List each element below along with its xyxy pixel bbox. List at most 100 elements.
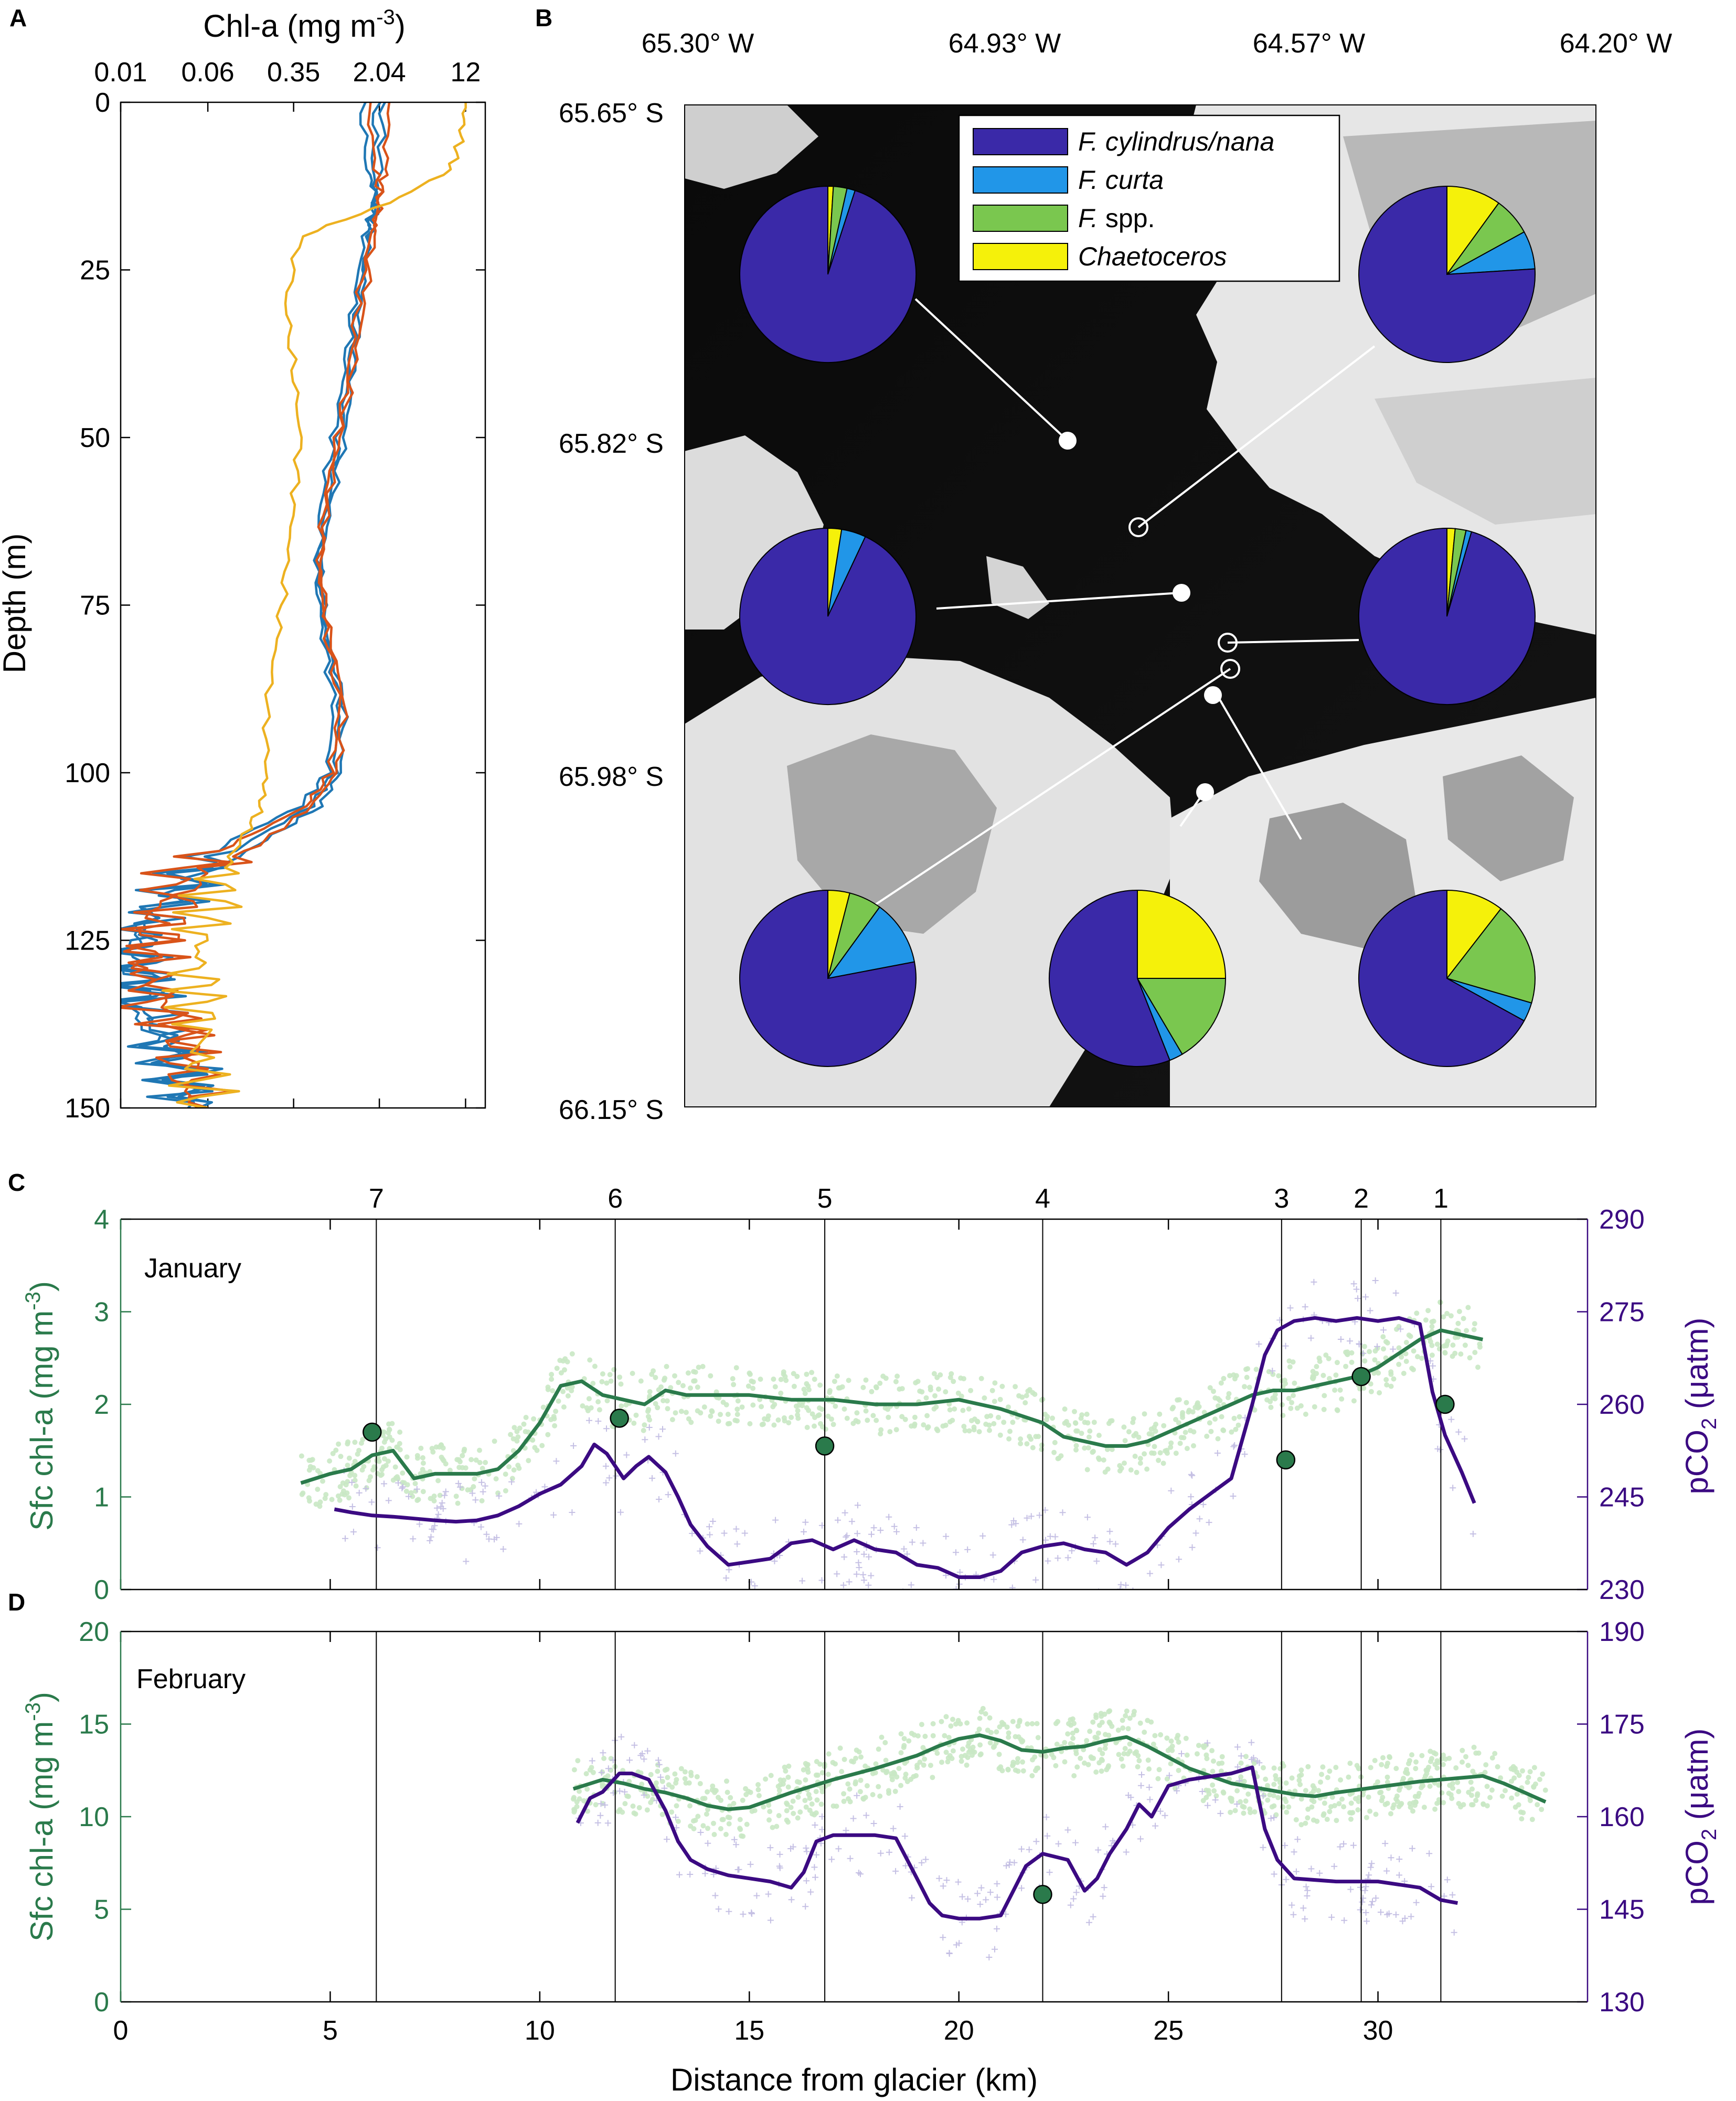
chl-scatter-point	[1178, 1435, 1184, 1441]
chl-scatter-point	[958, 1393, 964, 1399]
panel-d-station-lines	[376, 1631, 1442, 2002]
pco2-scatter-point	[964, 1896, 971, 1902]
chl-scatter-point	[1286, 1395, 1292, 1401]
chl-scatter-point	[1120, 1718, 1125, 1723]
chl-scatter-point	[1158, 1732, 1164, 1737]
chl-scatter-point	[1023, 1400, 1028, 1405]
pco2-scatter-point	[812, 1822, 818, 1828]
chl-scatter-point	[1142, 1411, 1147, 1417]
pco2-scatter-point	[847, 1855, 854, 1862]
chl-scatter-point	[814, 1759, 819, 1764]
pco2-scatter-point	[978, 1884, 985, 1891]
chl-scatter-point	[1305, 1815, 1311, 1821]
pco2-scatter-point	[342, 1535, 348, 1542]
chl-scatter-point	[1226, 1395, 1231, 1401]
chl-scatter-point	[695, 1384, 700, 1390]
chl-scatter-point	[389, 1421, 395, 1426]
chl-scatter-point	[673, 1410, 678, 1416]
station-label: 5	[817, 1183, 833, 1214]
chl-scatter-point	[539, 1443, 545, 1448]
chl-scatter-point	[590, 1769, 596, 1775]
chl-scatter-point	[1210, 1782, 1216, 1788]
pie-chart	[739, 185, 917, 363]
pie-slice	[1049, 889, 1171, 1067]
chl-scatter-point	[1204, 1433, 1210, 1439]
pco2-scatter-point	[1293, 1868, 1300, 1875]
panel-b-longitude-ticks: 65.30° W 64.93° W 64.57° W 64.20° W	[642, 28, 1672, 59]
chl-scatter-point	[1184, 1752, 1190, 1758]
pco2-scatter-point	[1413, 1899, 1420, 1906]
right-tick-label: 190	[1599, 1617, 1645, 1647]
pco2-scatter-point	[890, 1825, 897, 1832]
chl-scatter-point	[1266, 1369, 1272, 1374]
chl-scatter-point	[1261, 1793, 1267, 1798]
chl-scatter-point	[1035, 1735, 1041, 1741]
y-tick-label: 125	[65, 926, 110, 956]
chl-scatter-point	[845, 1781, 851, 1787]
pco2-scatter-point	[1101, 1884, 1107, 1891]
pco2-scatter-point	[946, 1950, 953, 1956]
chl-scatter-point	[813, 1772, 819, 1778]
chl-scatter-point	[580, 1403, 585, 1409]
chl-scatter-point	[815, 1413, 821, 1419]
chl-scatter-point	[1492, 1751, 1498, 1756]
chl-scatter-point	[719, 1817, 725, 1822]
chl-scatter-point	[1170, 1404, 1176, 1410]
pco2-scatter-point	[1396, 1856, 1403, 1862]
y-tick-label: 0	[95, 88, 110, 118]
panel-d-left-axis-title: Sfc chl-a (mg m-3)	[22, 1692, 59, 1942]
chl-scatter-point	[352, 1439, 358, 1445]
chl-scatter-point	[883, 1770, 889, 1775]
chl-scatter-point	[1284, 1809, 1290, 1815]
chl-scatter-point	[1084, 1467, 1090, 1473]
chl-scatter-point	[1177, 1441, 1183, 1446]
chl-scatter-point	[630, 1371, 635, 1376]
latitude-tick-label: 65.82° S	[559, 429, 664, 459]
pco2-scatter-point	[972, 1611, 978, 1617]
pco2-scatter-point	[803, 1848, 810, 1855]
pco2-scatter-point	[1428, 1883, 1435, 1890]
chl-scatter-point	[1333, 1372, 1339, 1378]
chl-scatter-point	[1518, 1809, 1524, 1815]
chl-scatter-point	[1101, 1457, 1106, 1463]
chl-scatter-point	[385, 1458, 391, 1464]
chl-scatter-point	[723, 1831, 729, 1837]
chl-scatter-point	[674, 1803, 679, 1809]
pco2-scatter-point	[1372, 1895, 1379, 1902]
chl-scatter-point	[1396, 1361, 1402, 1367]
chl-scatter-point	[1473, 1798, 1479, 1803]
chl-scatter-point	[841, 1798, 847, 1804]
chl-scatter-point	[1240, 1804, 1245, 1809]
chl-scatter-point	[865, 1417, 870, 1423]
chl-scatter-point	[1211, 1389, 1216, 1394]
chl-scatter-point	[431, 1494, 437, 1499]
chl-scatter-point	[676, 1380, 681, 1385]
chl-scatter-point	[1511, 1775, 1517, 1781]
chl-scatter-point	[934, 1751, 940, 1756]
pco2-scatter-point	[350, 1529, 357, 1535]
chl-scatter-point	[790, 1798, 796, 1804]
station-chl-point	[610, 1409, 629, 1428]
chl-scatter-point	[1441, 1343, 1447, 1349]
chl-scatter-point	[1384, 1774, 1390, 1780]
chl-scatter-point	[549, 1372, 555, 1377]
chl-scatter-point	[949, 1371, 954, 1377]
chl-scatter-point	[1477, 1341, 1483, 1347]
chl-scatter-point	[860, 1384, 866, 1390]
chl-scatter-point	[776, 1787, 782, 1793]
pco2-scatter-point	[1178, 1750, 1185, 1757]
pie-slice	[1358, 527, 1536, 705]
chl-scatter-point	[855, 1419, 861, 1425]
longitude-tick-label: 65.30° W	[642, 28, 754, 59]
pie-chart	[1358, 185, 1536, 363]
chl-scatter-point	[1273, 1773, 1279, 1778]
chl-scatter-point	[894, 1373, 900, 1379]
pco2-scatter-point	[1092, 1534, 1099, 1541]
pco2-scatter-point	[994, 1894, 1000, 1901]
chl-scatter-point	[1221, 1428, 1227, 1433]
chl-scatter-point	[587, 1357, 593, 1363]
chl-scatter-point	[577, 1788, 582, 1794]
chl-scatter-point	[771, 1377, 776, 1382]
pco2-scatter-point	[860, 1571, 867, 1578]
right-tick-label: 175	[1599, 1710, 1645, 1740]
